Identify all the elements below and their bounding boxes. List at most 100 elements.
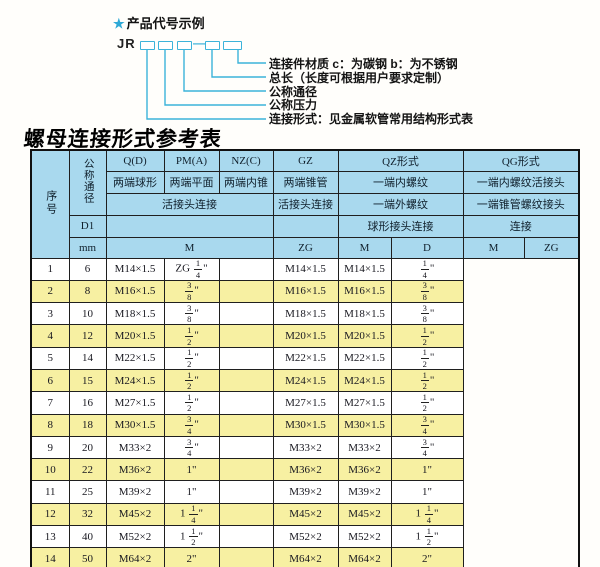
gz-thread-cell: 1 2 " [163,346,220,370]
serial-cell: 5 [30,346,70,370]
serial-cell: 14 [30,547,70,567]
header-qg-sub1: 一端内螺纹活接头 [462,170,580,194]
qz-m-cell [218,346,274,370]
gz-thread-cell: 1 2 " [163,368,220,393]
table-row: 4 12 M20×1.5 1 2 " M20×1.5 M20×1.5 1 2 " [30,324,579,348]
header-qz-m: M [337,236,392,259]
header-serial: 序号 [30,149,70,259]
qg-zg-cell: 2" [390,547,464,567]
m-thread-cell: M36×2 [105,458,165,482]
code-box-1 [140,41,155,50]
qz-m-cell [218,413,274,437]
qg-zg-cell: 1 2 " [390,368,464,393]
callout-material: 连接件材质 c：为碳钢 b：为不锈钢 [269,57,458,71]
header-qz-sub2: 一端外螺纹 [337,192,464,216]
header-qg-m: M [462,236,525,259]
qz-m-cell [218,547,274,567]
gz-thread-cell: 1 1 2 " [163,525,220,549]
qg-m-cell: M39×2 [337,480,392,504]
qz-d-cell: M64×2 [272,547,339,567]
header-q: Q(D) [105,149,165,172]
serial-cell: 6 [30,368,70,393]
table-body: 1 6 M14×1.5 ZG 1 4 " M14×1.5 M14×1.5 1 4 " 2 8 M16×1.… [30,257,579,567]
qz-d-cell: M18×1.5 [272,302,339,326]
serial-cell: 9 [30,435,70,460]
callout-diameter: 公称通径 [269,85,318,99]
table-row: 7 16 M27×1.5 1 2 " M27×1.5 M27×1.5 1 2 " [30,391,579,415]
diagram-heading: ★ 产品代号示例 [113,13,205,32]
qz-d-cell: M27×1.5 [272,391,339,415]
diameter-cell: 18 [68,413,107,437]
qg-m-cell: M22×1.5 [337,346,392,370]
header-gz: GZ [272,149,339,172]
qg-zg-cell: 3 8 " [390,279,464,304]
code-box-4 [205,41,220,50]
qg-m-cell: M20×1.5 [337,324,392,348]
gz-thread-cell: 1" [163,458,220,482]
diagram-heading-text: 产品代号示例 [126,16,205,31]
diameter-cell: 50 [68,547,107,567]
m-thread-cell: M22×1.5 [105,346,165,370]
m-thread-cell: M30×1.5 [105,413,165,437]
qz-d-cell: M52×2 [272,525,339,549]
header-qg-sub2: 一端锥管螺纹接头 [462,192,580,216]
gz-thread-cell: ZG 1 4 " [163,257,220,281]
code-prefix: JR [117,36,136,51]
table-row: 5 14 M22×1.5 1 2 " M22×1.5 M22×1.5 1 2 " [30,346,579,370]
m-thread-cell: M52×2 [105,525,165,549]
gz-thread-cell: 1" [163,480,220,504]
code-separator: — [193,36,205,50]
serial-cell: 7 [30,391,70,415]
m-thread-cell: M18×1.5 [105,302,165,326]
gz-thread-cell: 1 1 4 " [163,502,220,527]
code-box-3 [177,41,192,50]
gz-thread-cell: 1 2 " [163,391,220,415]
serial-cell: 4 [30,324,70,348]
table-row: 8 18 M30×1.5 3 4 " M30×1.5 M30×1.5 3 4 " [30,413,579,437]
qg-m-cell: M45×2 [337,502,392,527]
qz-m-cell [218,324,274,348]
m-thread-cell: M20×1.5 [105,324,165,348]
qz-d-cell: M45×2 [272,502,339,527]
header-m: M [105,236,274,259]
diameter-cell: 12 [68,324,107,348]
qz-m-cell [218,391,274,415]
qg-zg-cell: 1" [390,480,464,504]
gz-thread-cell: 3 8 " [163,279,220,304]
qg-zg-cell: 1 2 " [390,324,464,348]
serial-cell: 10 [30,458,70,482]
header-blank-left [105,214,274,238]
qg-zg-cell: 1 2 " [390,346,464,370]
m-thread-cell: M64×2 [105,547,165,567]
serial-cell: 11 [30,480,70,504]
table-row: 12 32 M45×2 1 1 4 " M45×2 M45×2 1 1 4 " [30,502,579,527]
qz-m-cell [218,435,274,460]
diameter-cell: 6 [68,257,107,281]
table-row: 11 25 M39×2 1" M39×2 M39×2 1" [30,480,579,504]
qz-m-cell [218,368,274,393]
m-thread-cell: M33×2 [105,435,165,460]
qg-zg-cell: 1 1 2 " [390,525,464,549]
diameter-cell: 16 [68,391,107,415]
table-row: 6 15 M24×1.5 1 2 " M24×1.5 M24×1.5 1 2 " [30,368,579,393]
serial-cell: 13 [30,525,70,549]
header-qg: QG形式 [462,149,580,172]
header-qz-d: D [390,236,464,259]
connector-lines [146,50,266,120]
diameter-cell: 10 [68,302,107,326]
qz-d-cell: M16×1.5 [272,279,339,304]
header-pm: PM(A) [163,149,220,172]
m-thread-cell: M16×1.5 [105,279,165,304]
qg-zg-cell: 1 4 " [390,257,464,281]
header-qg-zg: ZG [523,236,580,259]
code-box-5 [223,41,242,50]
gz-thread-cell: 2" [163,547,220,567]
header-nz: NZ(C) [218,149,274,172]
serial-cell: 1 [30,257,70,281]
m-thread-cell: M14×1.5 [105,257,165,281]
qg-m-cell: M64×2 [337,547,392,567]
diameter-cell: 32 [68,502,107,527]
header-d1: D1 [68,214,107,238]
qg-m-cell: M14×1.5 [337,257,392,281]
serial-cell: 12 [30,502,70,527]
